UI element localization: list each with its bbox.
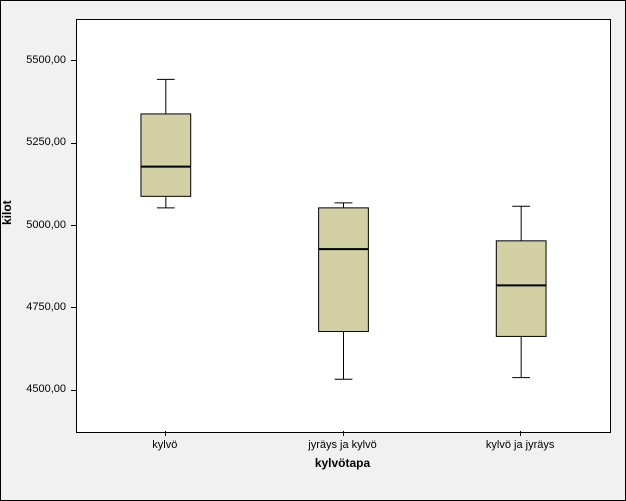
x-category-label: kylvö bbox=[76, 439, 254, 451]
x-category-label: kylvö ja jyräys bbox=[431, 439, 609, 451]
x-category-label: jyräys ja kylvö bbox=[254, 439, 432, 451]
y-tick bbox=[71, 307, 76, 308]
y-tick bbox=[71, 390, 76, 391]
x-axis-label: kylvötapa bbox=[76, 456, 609, 470]
y-tick-label: 4750,00 bbox=[26, 301, 66, 313]
boxplot-svg bbox=[77, 20, 610, 432]
chart-frame: kilot kylvötapa 4500,00 4750,00 5000,00 525… bbox=[0, 0, 626, 501]
plot-area bbox=[76, 19, 611, 433]
y-tick-label: 5000,00 bbox=[26, 219, 66, 231]
y-tick bbox=[71, 60, 76, 61]
x-tick bbox=[343, 431, 344, 436]
y-axis-label: kilot bbox=[0, 200, 14, 225]
y-tick-label: 5250,00 bbox=[26, 136, 66, 148]
x-tick bbox=[165, 431, 166, 436]
y-tick-label: 4500,00 bbox=[26, 383, 66, 395]
y-tick bbox=[71, 143, 76, 144]
y-tick-label: 5500,00 bbox=[26, 54, 66, 66]
y-tick bbox=[71, 225, 76, 226]
x-tick bbox=[520, 431, 521, 436]
